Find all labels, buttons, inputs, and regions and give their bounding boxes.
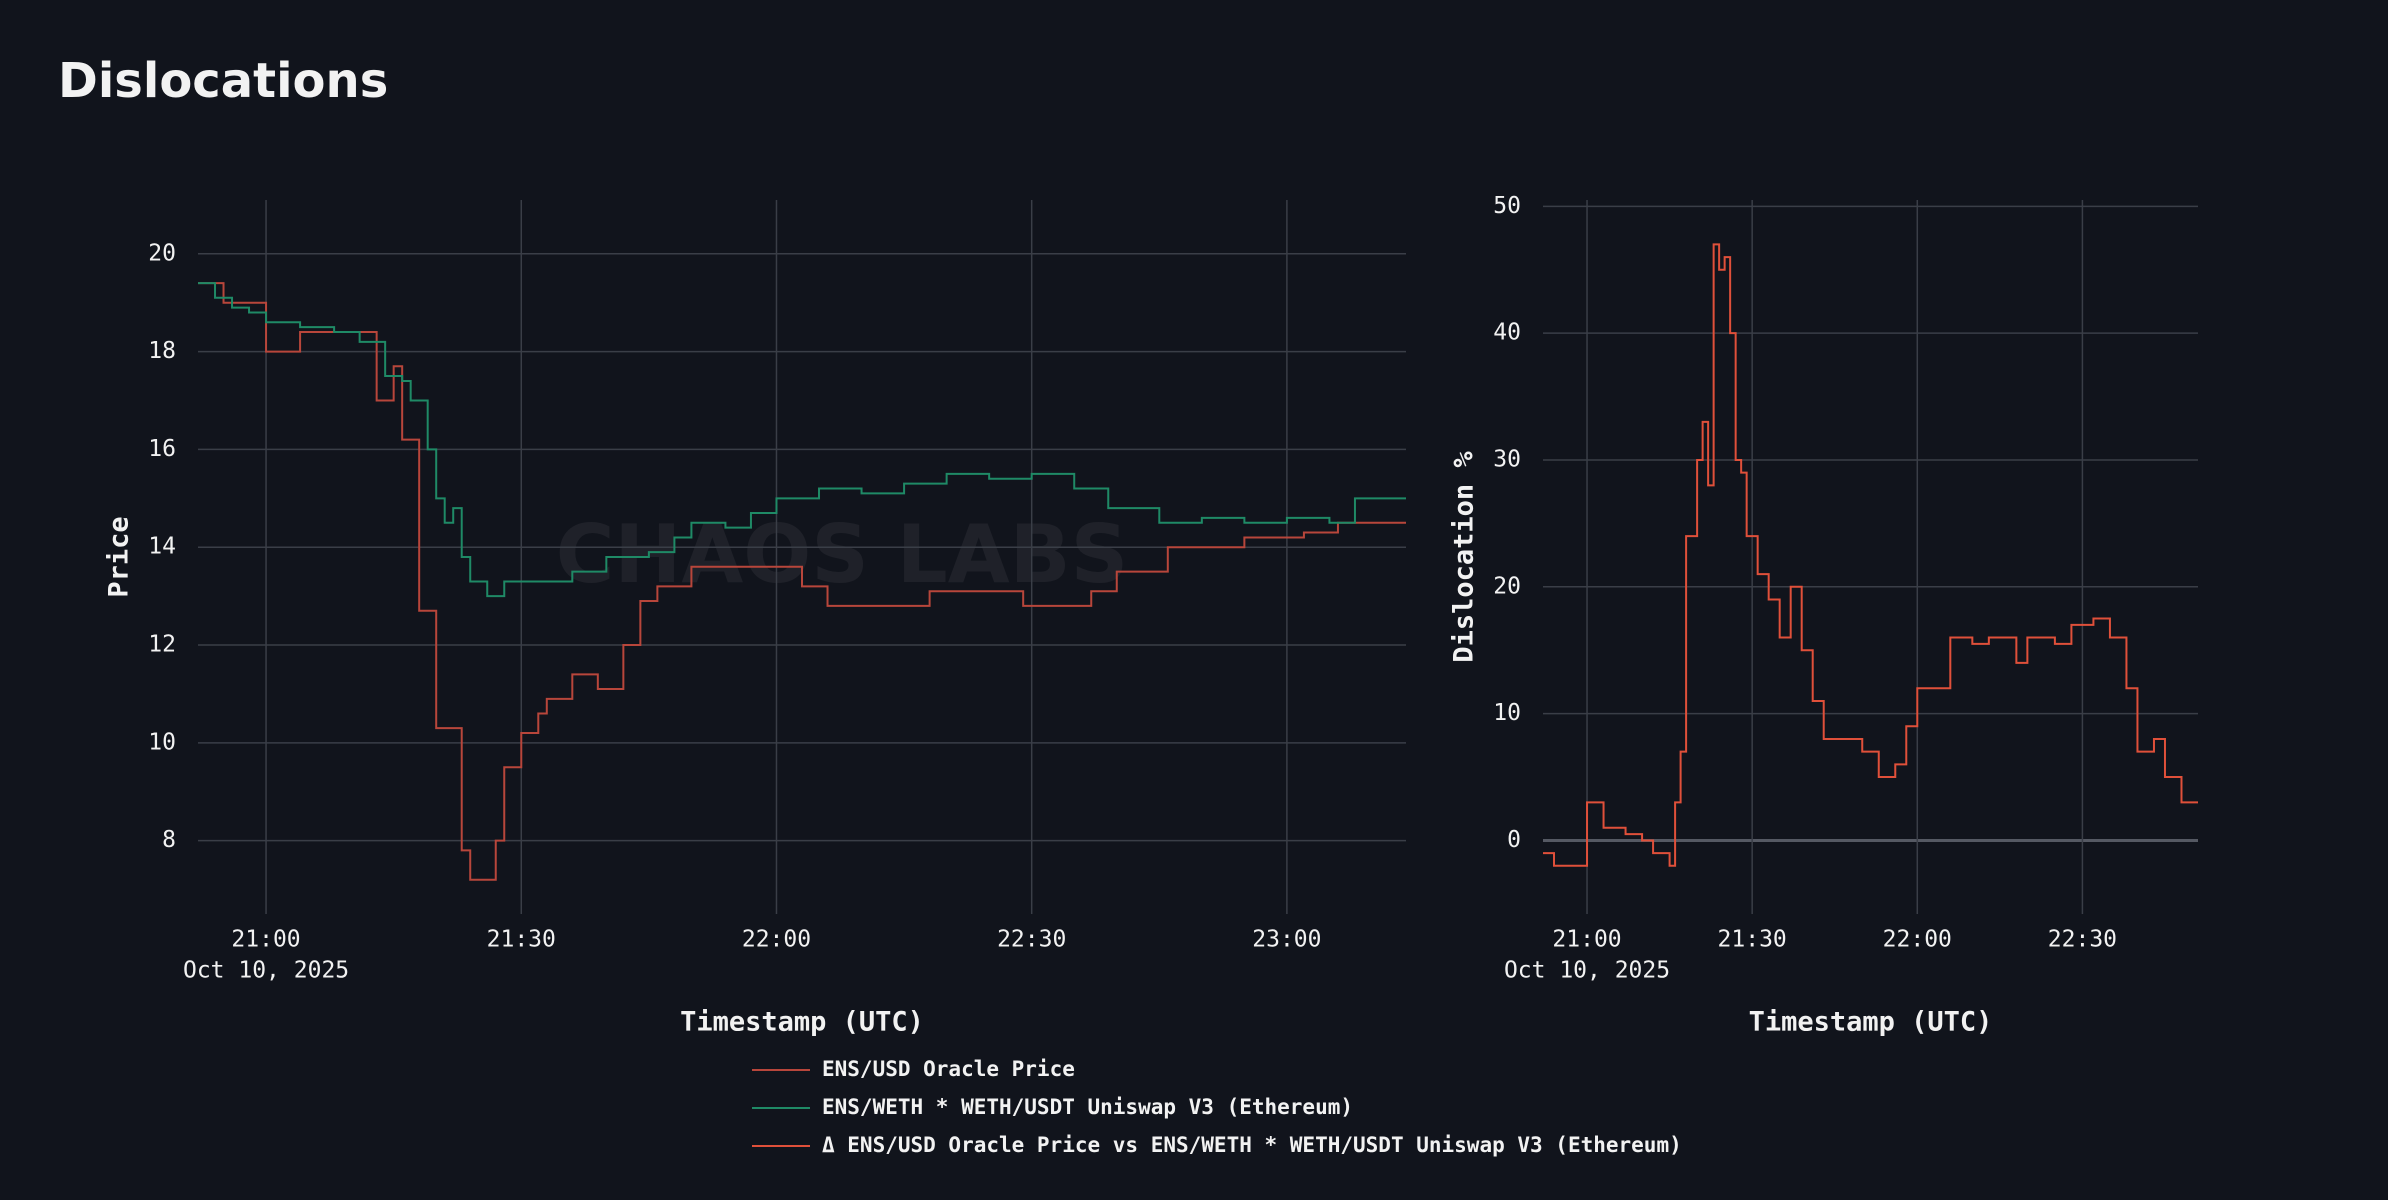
- y-tick-label: 16: [148, 436, 176, 462]
- y-tick-label: 50: [1493, 193, 1521, 219]
- y-axis-label: Price: [104, 516, 135, 597]
- y-tick-label: 10: [148, 729, 176, 755]
- x-axis-label: Timestamp (UTC): [680, 1007, 924, 1038]
- y-tick-label: 14: [148, 534, 176, 560]
- x-tick-label: 22:30: [997, 927, 1066, 953]
- x-axis-label: Timestamp (UTC): [1749, 1007, 1993, 1038]
- x-tick-label: 21:30: [1718, 927, 1787, 953]
- x-date-label: Oct 10, 2025: [183, 958, 349, 984]
- y-tick-label: 8: [162, 827, 176, 853]
- y-tick-label: 18: [148, 338, 176, 364]
- legend-label: ENS/USD Oracle Price: [822, 1057, 1075, 1081]
- series-line: [198, 282, 1406, 598]
- x-date-label: Oct 10, 2025: [1504, 958, 1670, 984]
- x-tick-label: 22:30: [2048, 927, 2117, 953]
- y-tick-label: 0: [1507, 827, 1521, 853]
- series-line: [198, 282, 1406, 881]
- y-tick-label: 20: [148, 240, 176, 266]
- x-tick-label: 21:30: [487, 927, 556, 953]
- series-line: [1543, 243, 2198, 867]
- legend-label: ENS/WETH * WETH/USDT Uniswap V3 (Ethereu…: [822, 1095, 1353, 1119]
- x-tick-label: 22:00: [1883, 927, 1952, 953]
- x-tick-label: 22:00: [742, 927, 811, 953]
- legend-label: Δ ENS/USD Oracle Price vs ENS/WETH * WET…: [822, 1133, 1682, 1157]
- x-tick-label: 21:00: [231, 927, 300, 953]
- page-title: Dislocations: [58, 53, 388, 109]
- y-tick-label: 12: [148, 632, 176, 658]
- x-tick-label: 21:00: [1552, 927, 1621, 953]
- y-axis-label: Dislocation %: [1449, 451, 1480, 663]
- y-tick-label: 20: [1493, 573, 1521, 599]
- y-tick-label: 30: [1493, 446, 1521, 472]
- y-tick-label: 10: [1493, 700, 1521, 726]
- x-tick-label: 23:00: [1252, 927, 1321, 953]
- watermark: CHAOS LABS: [556, 508, 1129, 601]
- y-tick-label: 40: [1493, 320, 1521, 346]
